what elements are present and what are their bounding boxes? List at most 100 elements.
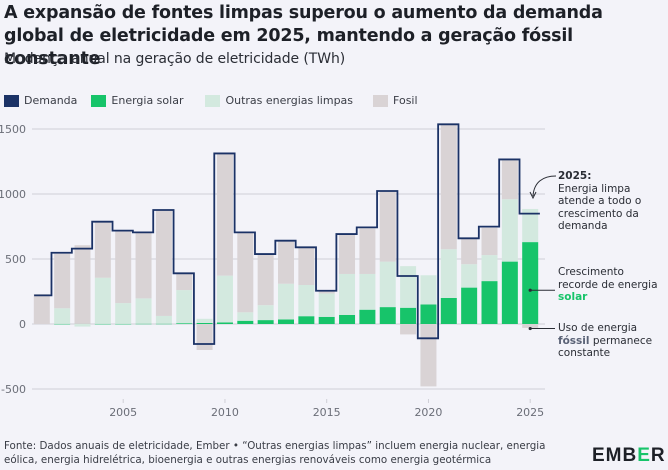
logo-part-right: R [650,445,666,466]
chart-title: A expansão de fontes limpas superou o au… [4,3,603,69]
annotation-arrowhead-clean [529,191,537,200]
annotation-solar-highlight: solar [558,291,588,303]
y-tick-label: 500 [5,253,26,266]
y-tick-label: 0 [19,318,26,331]
x-tick-label: 2015 [313,406,341,419]
bar-solar [318,316,335,324]
bar-fossil [420,324,437,387]
annotation-fossil-prefix: Uso de energia [558,322,638,334]
legend-swatch-solar [91,94,107,107]
axes: 1500 1000 500 0 -500 2005 2010 2015 2020 2025 [0,123,544,419]
bar-other-clean [257,305,274,321]
annotation-solar-text: Crescimento recorde de energia [558,266,658,291]
bar-fossil [501,160,518,200]
bar-fossil [278,240,294,284]
footer-source: Fonte: Dados anuais de eletricidade, Emb… [4,440,546,466]
bar-solar [176,323,193,324]
ember-logo: EMBER [592,445,666,467]
bar-fossil [522,324,539,328]
y-tick-label: 1500 [0,123,26,136]
logo-part-mid: E [637,445,651,466]
bar-solar [400,307,417,324]
legend-item-other-clean: Outras energias limpas [205,94,353,107]
bar-solar [196,322,213,324]
bar-solar [501,261,518,324]
annotation-clean-text: Energia limpa atende a todo o cresciment… [558,182,642,233]
bar-fossil [481,227,498,256]
bar-solar [237,320,254,324]
bar-solar [522,242,539,324]
bar-other-clean [400,266,417,308]
bar-fossil [74,245,91,324]
bar-fossil [155,210,172,316]
bar-solar [339,314,356,324]
bar-solar [481,281,498,324]
bar-fossil [400,324,417,335]
y-tick-label: 1000 [0,188,26,201]
legend-item-demand: Demanda [4,94,77,107]
bar-fossil [94,221,111,278]
bar-other-clean [522,208,539,243]
bar-fossil [461,238,478,265]
bar-fossil [176,273,193,291]
annotation-fossil: Uso de energia fóssil permanece constant… [558,322,666,360]
x-tick-label: 2005 [109,406,137,419]
bar-other-clean [237,312,254,321]
x-tick-label: 2025 [516,406,544,419]
bar-solar [257,320,274,324]
bar-other-clean [176,290,193,324]
bar-fossil [257,253,274,306]
bar-solar [135,323,152,325]
bar-other-clean [135,298,152,324]
bar-fossil [318,290,335,294]
demand-step-line [34,123,540,345]
chart-plot: 1500 1000 500 0 -500 2005 2010 2015 2020 2025 [0,123,557,419]
annotation-solar: Crescimento recorde de energia solar [558,266,663,304]
x-tick-label: 2010 [211,406,239,419]
demand-line [34,123,540,345]
legend-label-other-clean: Outras energias limpas [225,94,354,107]
bars [33,124,539,387]
bar-other-clean [461,264,478,288]
bar-other-clean [278,283,294,320]
bar-solar [298,316,315,324]
legend-swatch-other-clean [205,94,221,107]
bar-other-clean [155,315,172,324]
bar-other-clean [481,255,498,282]
bar-other-clean [115,303,132,324]
bar-other-clean [501,199,518,262]
annotation-dot-fossil [528,326,532,331]
bar-other-clean [74,324,91,327]
chart-subtitle: Mudança anual na geração de eletricidade… [4,51,346,67]
y-tick-label: -500 [1,383,26,396]
bar-fossil [440,124,457,250]
bar-fossil [339,234,356,274]
bar-fossil [54,253,71,309]
x-tick-label: 2020 [414,406,442,419]
annotation-fossil-highlight: fóssil [558,334,590,347]
bar-other-clean [420,275,437,305]
bar-other-clean [359,273,376,310]
legend-label-demand: Demanda [24,94,78,107]
bar-other-clean [379,261,396,308]
annotation-dot-solar [528,288,532,292]
bar-other-clean [196,318,213,323]
bar-solar [461,287,478,324]
bar-solar [278,319,294,324]
bar-solar [54,323,71,325]
bar-fossil [216,153,233,276]
legend-item-solar: Energia solar [91,94,183,107]
annotation-arrow-clean [532,175,557,197]
bar-other-clean [216,275,233,323]
bar-solar [359,309,376,324]
annotation-arrows [528,175,557,331]
logo-part-left: EMB [592,445,638,466]
bar-solar [94,323,111,325]
bar-solar [115,323,132,325]
bar-other-clean [298,285,315,317]
bar-solar [379,307,396,324]
bar-fossil [359,228,376,274]
bar-fossil [115,230,132,304]
bar-solar [420,304,437,324]
bar-solar [155,323,172,325]
